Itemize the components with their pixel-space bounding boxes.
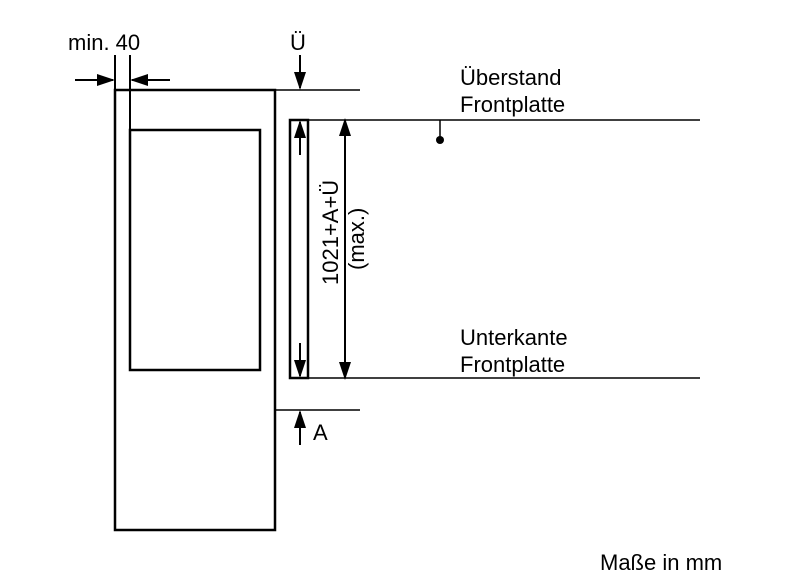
- u-label: Ü: [290, 30, 306, 55]
- front-panel: [290, 120, 308, 378]
- a-label: A: [313, 420, 328, 445]
- technical-diagram: min. 40 Ü Überstand Frontplatte 1021+A+Ü…: [0, 0, 786, 587]
- bottom-edge-label-2: Frontplatte: [460, 352, 565, 377]
- overhang-label-2: Frontplatte: [460, 92, 565, 117]
- vdim-label-2: (max.): [344, 208, 369, 270]
- footer-units: Maße in mm: [600, 550, 722, 575]
- bottom-edge-label-1: Unterkante: [460, 325, 568, 350]
- overhang-label-1: Überstand: [460, 65, 562, 90]
- cabinet-outline: [115, 90, 275, 530]
- vdim-label-1: 1021+A+Ü: [318, 180, 343, 285]
- min-40-label: min. 40: [68, 30, 140, 55]
- compartment-outline: [130, 130, 260, 370]
